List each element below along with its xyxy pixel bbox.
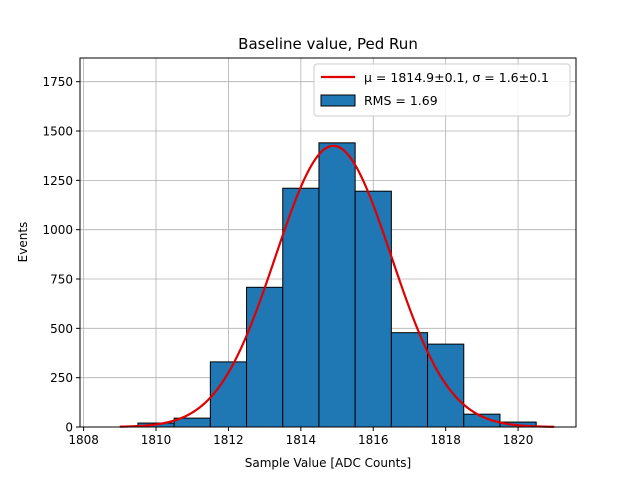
histogram-bar	[390, 332, 429, 428]
y-tick-label: 1500	[42, 125, 73, 139]
legend-hist-swatch	[320, 94, 356, 107]
y-axis-ticks: 0 250 500 750 1000 1250 1500 1750	[42, 75, 80, 435]
histogram-bar	[427, 343, 465, 428]
x-tick-label: 1818	[430, 433, 461, 447]
legend-fit-label: μ = 1814.9±0.1, σ = 1.6±0.1	[364, 70, 549, 85]
x-tick-label: 1810	[141, 433, 172, 447]
y-tick-label: 250	[50, 371, 73, 385]
y-tick-label: 500	[50, 322, 73, 336]
histogram-bars	[137, 142, 537, 428]
x-tick-label: 1820	[503, 433, 534, 447]
y-tick-label: 1000	[42, 223, 73, 237]
chart-title: Baseline value, Ped Run	[238, 35, 418, 53]
x-tick-label: 1808	[68, 433, 99, 447]
y-tick-label: 1250	[42, 174, 73, 188]
fit-curve	[119, 144, 555, 428]
x-tick-label: 1812	[213, 433, 244, 447]
x-axis-label: Sample Value [ADC Counts]	[245, 456, 411, 470]
y-tick-label: 1750	[42, 75, 73, 89]
gaussian-fit	[119, 144, 555, 428]
y-axis-label: Events	[16, 222, 30, 263]
legend: μ = 1814.9±0.1, σ = 1.6±0.1 RMS = 1.69	[313, 63, 571, 117]
legend-box	[313, 63, 571, 117]
histogram-bar	[246, 286, 284, 428]
legend-hist-label: RMS = 1.69	[364, 93, 438, 108]
x-tick-label: 1816	[358, 433, 389, 447]
histogram-bar	[318, 142, 356, 428]
x-axis-ticks: 1808 1810 1812 1814 1816 1818 1820	[68, 427, 533, 447]
x-tick-label: 1814	[286, 433, 317, 447]
y-tick-label: 750	[50, 273, 73, 287]
plot-frame	[79, 57, 577, 428]
histogram-bar	[282, 187, 320, 428]
y-tick-label: 0	[65, 421, 73, 435]
histogram-bar	[354, 190, 392, 428]
